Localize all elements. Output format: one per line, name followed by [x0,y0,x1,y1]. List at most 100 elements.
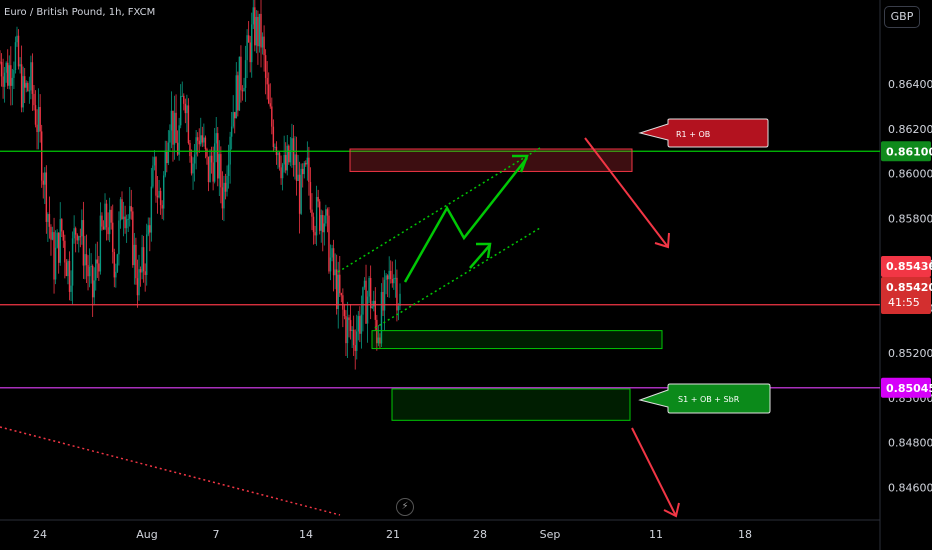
candle [268,72,270,105]
candle [258,13,261,53]
flash-icon[interactable]: ⚡ [396,498,414,516]
candle-body [130,206,132,212]
candle-body [260,13,262,48]
candle [244,45,247,102]
candle [11,68,14,106]
candle-body [136,278,139,296]
candle-body [62,231,65,241]
candle-body [124,216,126,229]
candle-body [45,172,48,222]
candle-body [33,93,35,106]
candle [187,98,190,145]
candle [57,232,60,274]
candle-body [147,225,149,235]
candle-body [335,269,338,310]
candle-body [269,103,271,107]
candle [203,123,205,147]
chart-title: Euro / British Pound, 1h, FXCM [4,7,156,18]
candle [232,95,234,129]
candle-body [377,337,380,344]
candle-body [178,125,180,155]
down-arrow-2 [631,427,677,517]
candle-body [391,279,393,284]
candle [356,314,358,360]
candle-body [179,96,182,126]
candle [246,29,248,78]
candle [169,124,171,152]
resistance-badge-label: 0.86100 [886,145,932,158]
support-badge-countdown: 41:55 [888,296,920,309]
candle [318,199,321,235]
candle [309,167,312,213]
candle-body [252,7,254,25]
candle-body [277,152,279,156]
candle-body [285,154,287,171]
candle-body [281,164,284,179]
s1-ob-sbr-label: S1 + OB + SbR [678,395,740,404]
candle-body [363,280,366,288]
candle [325,204,327,227]
candle-body [212,162,214,182]
candle [19,57,21,74]
candle-body [237,75,239,111]
candle [158,179,160,199]
candle [130,189,132,220]
candle-body [251,24,253,63]
candle [142,235,145,283]
candle [226,165,228,197]
candle-body [161,205,163,209]
candle-body [91,265,94,298]
candle [285,142,287,174]
candle-body [135,244,137,279]
candle-body [234,112,236,119]
candle-body [318,201,321,231]
candle [209,149,211,183]
candle-body [366,296,369,324]
candle-body [210,155,213,163]
candle-body [221,187,224,209]
candle [53,217,55,294]
candle-body [268,84,270,104]
candle [195,130,197,170]
currency-button[interactable]: GBP [884,6,920,28]
x-tick-label: 18 [738,528,752,541]
candle-body [34,105,37,125]
candle [184,98,187,124]
candle-body [138,269,140,296]
candle [331,244,333,262]
y-tick-label: 0.85800 [888,213,932,226]
candle [133,233,136,285]
candle [125,214,128,243]
candle [277,150,279,169]
candle [234,111,236,134]
candle-body [198,140,200,145]
candle [122,201,125,237]
candle-body [232,112,234,127]
candle [326,207,329,233]
candle [105,199,108,241]
candle [110,206,112,230]
candle-body [67,261,69,277]
candle [386,274,389,298]
candle [220,146,222,204]
candle [74,226,77,253]
candle [393,274,395,290]
candle-body [139,269,142,273]
candle [2,58,4,99]
candle-body [78,236,80,241]
candle [113,248,115,288]
candle-body [314,232,316,236]
candle [360,295,363,349]
candle [136,259,139,308]
candle-body [141,247,143,273]
candle [227,144,230,189]
candle-body [303,163,305,175]
candle-body [399,293,401,307]
candle [81,209,83,245]
candle [314,225,316,245]
candle [118,211,120,266]
candle-body [125,219,128,229]
y-tick-label: 0.85200 [888,347,932,360]
candle [102,220,105,230]
